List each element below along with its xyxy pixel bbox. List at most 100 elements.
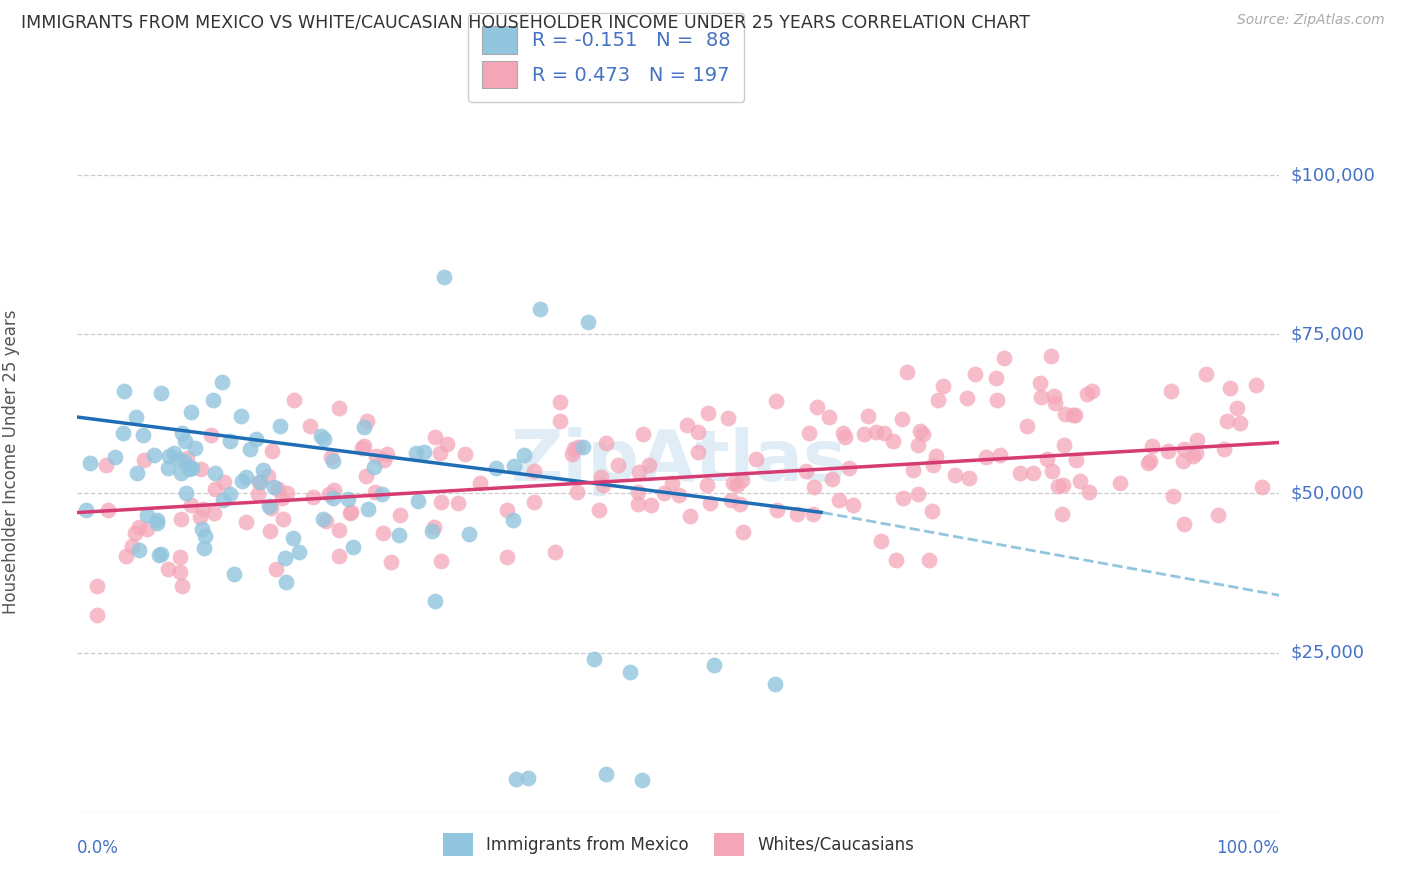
Point — [204, 466, 226, 480]
Point — [882, 434, 904, 448]
Point — [190, 461, 212, 475]
Point — [115, 549, 138, 564]
Point — [468, 475, 491, 490]
Point — [986, 392, 1008, 407]
Point — [128, 542, 150, 557]
Point — [1063, 408, 1085, 422]
Point — [957, 471, 980, 485]
Point — [1173, 517, 1195, 532]
Point — [993, 351, 1015, 365]
Point — [717, 411, 740, 425]
Point — [986, 371, 1008, 385]
Point — [146, 513, 169, 527]
Point — [806, 400, 828, 414]
Point — [853, 427, 876, 442]
Point — [1206, 508, 1229, 523]
Point — [436, 436, 458, 450]
Point — [1246, 378, 1268, 392]
Point — [1076, 386, 1098, 401]
Point — [907, 487, 929, 501]
Point — [142, 448, 165, 462]
Point — [686, 425, 709, 439]
Point — [955, 391, 977, 405]
Point — [157, 449, 180, 463]
Point — [627, 485, 650, 500]
Point — [111, 426, 134, 441]
Point — [174, 434, 197, 448]
Point — [259, 499, 281, 513]
Point — [496, 503, 519, 517]
Point — [619, 665, 641, 679]
Point — [801, 507, 824, 521]
Point — [121, 539, 143, 553]
Point — [86, 607, 108, 622]
Point — [104, 450, 127, 465]
Point — [363, 459, 385, 474]
Point — [173, 454, 195, 468]
Point — [454, 447, 477, 461]
Point — [893, 491, 915, 505]
Point — [193, 502, 215, 516]
Point — [786, 508, 808, 522]
Point — [259, 501, 281, 516]
Point — [607, 458, 630, 472]
Point — [765, 393, 787, 408]
Point — [1010, 467, 1032, 481]
Point — [321, 450, 343, 464]
Point — [157, 461, 180, 475]
Point — [423, 430, 446, 444]
Point — [1050, 507, 1073, 521]
Point — [274, 551, 297, 566]
Point — [865, 425, 887, 439]
Point — [595, 766, 617, 780]
Point — [169, 565, 191, 579]
Point — [420, 524, 443, 538]
Point — [352, 441, 374, 455]
Point — [423, 593, 446, 607]
Point — [1173, 442, 1195, 457]
Point — [135, 508, 157, 522]
Point — [263, 480, 285, 494]
Point — [269, 419, 291, 434]
Point — [176, 450, 198, 465]
Point — [589, 470, 612, 484]
Point — [703, 658, 725, 673]
Point — [181, 461, 204, 475]
Point — [180, 499, 202, 513]
Point — [567, 440, 589, 454]
Point — [890, 411, 912, 425]
Point — [172, 579, 194, 593]
Point — [797, 425, 820, 440]
Point — [661, 476, 683, 491]
Point — [371, 526, 394, 541]
Point — [1161, 489, 1184, 503]
Point — [174, 486, 197, 500]
Point — [204, 483, 226, 497]
Point — [184, 441, 207, 455]
Point — [731, 524, 754, 539]
Point — [640, 498, 662, 512]
Point — [302, 491, 325, 505]
Point — [200, 427, 222, 442]
Point — [523, 465, 546, 479]
Point — [963, 367, 986, 381]
Point — [270, 491, 292, 505]
Point — [828, 492, 851, 507]
Point — [627, 465, 650, 479]
Point — [1171, 454, 1194, 468]
Point — [94, 458, 117, 472]
Point — [405, 446, 427, 460]
Point — [842, 498, 865, 512]
Point — [373, 453, 395, 467]
Point — [315, 514, 337, 528]
Point — [696, 406, 718, 420]
Point — [583, 652, 606, 666]
Point — [1140, 440, 1163, 454]
Point — [170, 466, 193, 480]
Point — [283, 531, 305, 545]
Point — [75, 502, 97, 516]
Point — [245, 432, 267, 446]
Point — [728, 497, 751, 511]
Point — [389, 508, 412, 522]
Point — [177, 462, 200, 476]
